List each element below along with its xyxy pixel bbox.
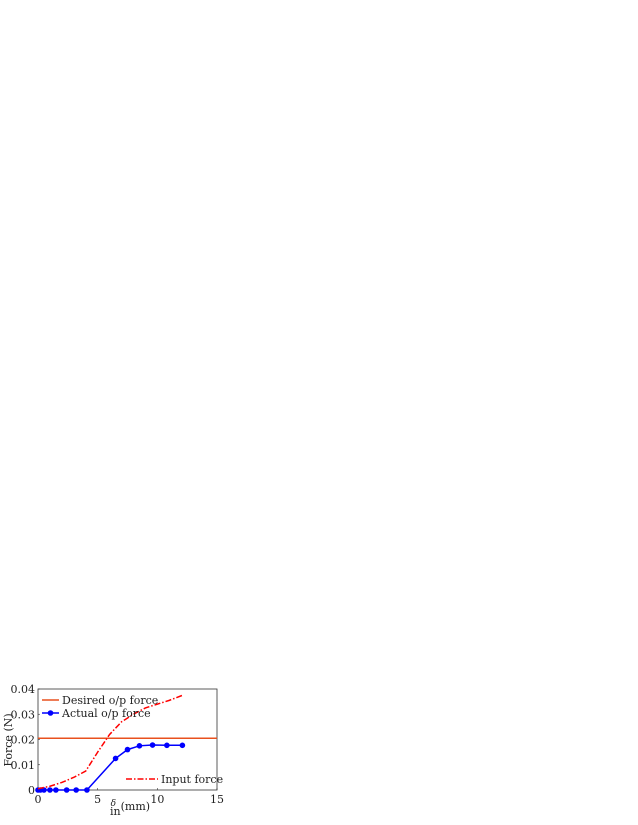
x-axis-symbol: δ <box>111 799 116 809</box>
data-point <box>63 787 70 793</box>
y-tick-label: 0.01 <box>11 759 36 772</box>
x-tick-label: 0 <box>35 793 42 806</box>
y-tick-label: 0.02 <box>11 734 36 747</box>
x-axis-unit: (mm) <box>121 800 150 813</box>
legend-bottom: Input force <box>126 773 223 786</box>
y-tick-label: 0.03 <box>11 708 36 721</box>
legend-label-input: Input force <box>161 773 223 786</box>
data-point <box>41 787 47 793</box>
x-axis-subscript: in <box>110 805 121 818</box>
data-point <box>124 746 131 753</box>
data-point <box>149 742 156 748</box>
x-axis-label: δ in(mm) <box>110 799 150 818</box>
y-axis-label: Force (N) <box>2 713 15 766</box>
data-point <box>73 787 79 793</box>
data-point <box>164 742 170 749</box>
x-tick-label: 5 <box>94 793 101 806</box>
y-tick-label: 0 <box>28 784 35 797</box>
data-point <box>47 787 53 793</box>
legend-label-actual: Actual o/p force <box>61 707 151 720</box>
legend-top: Desired o/p force Actual o/p force <box>42 694 158 720</box>
legend-marker-actual <box>47 710 54 716</box>
series-line-2 <box>37 694 183 790</box>
y-tick-label: 0.04 <box>11 683 36 696</box>
data-point <box>179 742 186 749</box>
data-point <box>112 755 119 762</box>
plot-area <box>37 688 218 791</box>
x-tick-label: 15 <box>210 793 224 806</box>
data-point <box>53 787 59 793</box>
legend-label-desired: Desired o/p force <box>62 694 158 707</box>
x-tick-label: 10 <box>150 793 164 806</box>
data-point <box>84 787 90 793</box>
data-point <box>136 743 143 749</box>
